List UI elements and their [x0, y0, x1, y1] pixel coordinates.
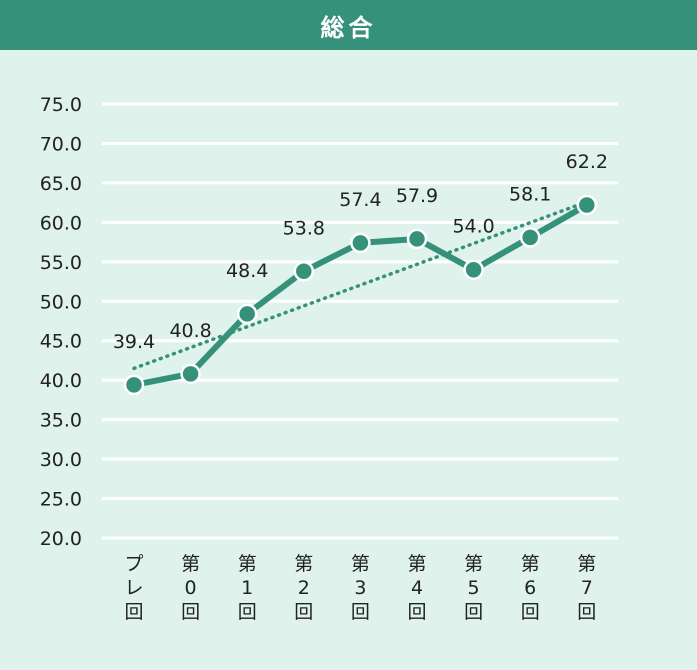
y-tick-label: 60.0: [40, 212, 82, 234]
y-tick-label: 70.0: [40, 133, 82, 155]
y-tick-label: 20.0: [40, 528, 82, 550]
grid-lines: [102, 102, 618, 540]
data-point: [406, 228, 428, 250]
data-point: [236, 303, 258, 325]
data-label: 54.0: [452, 216, 494, 238]
y-tick-label: 65.0: [40, 173, 82, 195]
data-label: 58.1: [509, 183, 551, 205]
y-tick-label: 45.0: [40, 331, 82, 353]
chart-title: 総合: [320, 13, 377, 42]
data-label: 48.4: [226, 260, 268, 282]
data-label: 39.4: [113, 331, 155, 353]
chart-header: 総合: [0, 0, 697, 50]
data-label: 57.9: [396, 185, 438, 207]
data-label: 53.8: [283, 217, 325, 239]
trendline-dotted: [132, 200, 589, 371]
series-polyline: [133, 202, 589, 388]
data-labels: 39.4 40.8 48.4 53.8 57.4 57.9 54.0 58.1 62.2: [113, 151, 608, 353]
y-tick-label: 30.0: [40, 449, 82, 471]
trendline: [132, 200, 589, 371]
y-tick-label: 50.0: [40, 291, 82, 313]
x-axis-ticks: プレ回 第 0 回 第 1 回 第 2 回 第 3 回 第 4 回 第 5 回 第 6 回 第 7 回: [124, 553, 596, 623]
chart-area: 75.0 70.0 65.0 60.0 55.0 50.0 45.0 40.0 35.0 30.0…: [0, 50, 697, 666]
data-point: [123, 374, 145, 396]
data-point: [463, 259, 484, 280]
y-tick-label: 35.0: [40, 410, 82, 432]
line-chart: 75.0 70.0 65.0 60.0 55.0 50.0 45.0 40.0 35.0 30.0…: [40, 94, 618, 623]
data-point: [293, 261, 315, 282]
y-tick-label: 25.0: [40, 489, 82, 511]
y-tick-label: 75.0: [40, 94, 82, 116]
data-points: [123, 194, 598, 396]
data-label: 62.2: [566, 151, 608, 173]
series-line: [133, 202, 589, 388]
data-point: [519, 227, 541, 248]
y-axis-ticks: 75.0 70.0 65.0 60.0 55.0 50.0 45.0 40.0 35.0 30.0…: [40, 94, 82, 550]
y-tick-label: 55.0: [40, 252, 82, 274]
data-label: 57.4: [339, 189, 381, 211]
y-tick-label: 40.0: [40, 370, 82, 392]
data-label: 40.8: [169, 320, 211, 342]
data-point: [350, 232, 371, 254]
data-point: [576, 194, 598, 216]
x-tick-label: プレ回: [124, 553, 143, 623]
data-point: [180, 363, 201, 385]
